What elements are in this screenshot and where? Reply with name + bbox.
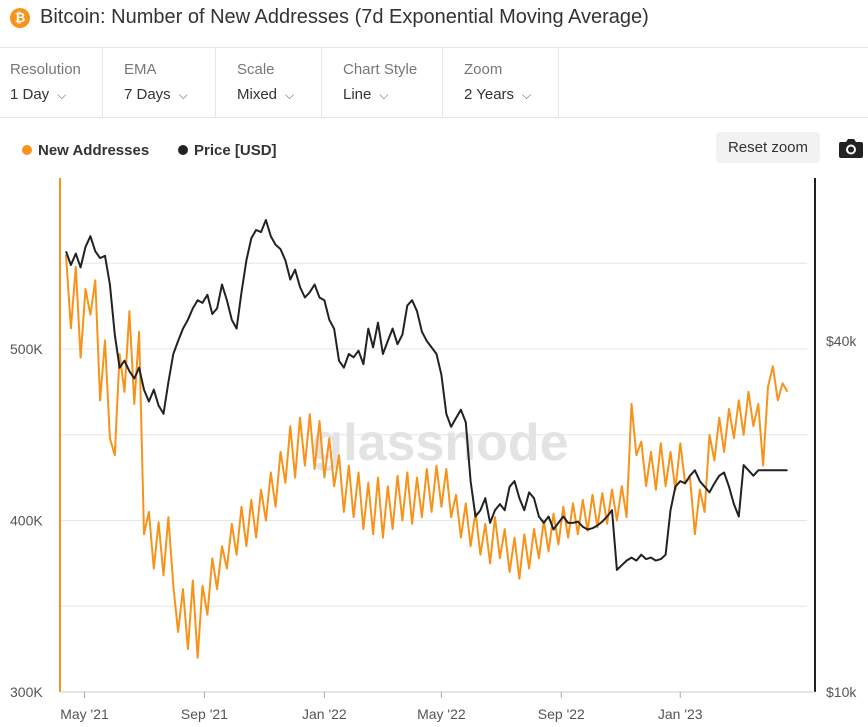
legend-item-new-addresses[interactable]: New Addresses <box>22 142 149 159</box>
ema-select[interactable]: EMA 7 Days ⌵ <box>103 48 216 117</box>
resolution-label: Resolution <box>10 61 81 78</box>
legend-item-price[interactable]: Price [USD] <box>178 142 277 159</box>
reset-zoom-button[interactable]: Reset zoom <box>716 132 820 163</box>
scale-select[interactable]: Scale Mixed ⌵ <box>216 48 322 117</box>
page-title: Bitcoin: Number of New Addresses (7d Exp… <box>40 6 649 28</box>
resolution-select[interactable]: Resolution 1 Day ⌵ <box>0 48 103 117</box>
chart-style-value[interactable]: Line ⌵ <box>343 86 388 103</box>
black-dot-icon <box>178 145 188 155</box>
y-left-tick-label: 400K <box>10 513 43 529</box>
x-tick-label: May '21 <box>60 706 109 722</box>
orange-dot-icon <box>22 145 32 155</box>
series-price-line <box>65 219 788 571</box>
x-tick-label: Jan '22 <box>302 706 347 722</box>
axes-group: 500K 400K 300K $40k $10k May '21 Sep '21 Jan '2… <box>10 178 857 722</box>
x-tick-label: Sep '21 <box>181 706 228 722</box>
chevron-down-icon: ⌵ <box>178 88 188 102</box>
scale-label: Scale <box>237 61 275 78</box>
camera-icon[interactable] <box>838 137 864 159</box>
ema-value-text: 7 Days <box>124 86 171 103</box>
y-right-tick-label: $40k <box>826 333 857 349</box>
y-right-tick-label: $10k <box>826 684 857 700</box>
resolution-value-text: 1 Day <box>10 86 50 103</box>
y-left-tick-label: 300K <box>10 684 43 700</box>
page-header: ₿ Bitcoin: Number of New Addresses (7d E… <box>0 0 868 48</box>
series-group <box>65 219 789 659</box>
chevron-down-icon: ⌵ <box>522 88 532 102</box>
scale-value[interactable]: Mixed ⌵ <box>237 86 294 103</box>
legend-price-label: Price [USD] <box>194 142 277 159</box>
scale-value-text: Mixed <box>237 86 278 103</box>
gridlines <box>60 262 807 693</box>
zoom-value[interactable]: 2 Years ⌵ <box>464 86 531 103</box>
chart-area: glassnode 500K 400K 300K $40k $10k May '21 Sep… <box>10 178 857 722</box>
zoom-value-text: 2 Years <box>464 86 515 103</box>
chart-style-label: Chart Style <box>343 61 418 78</box>
series-new-addresses-line <box>65 254 789 659</box>
x-tick-label: Sep '22 <box>538 706 585 722</box>
bitcoin-icon: ₿ <box>10 8 30 28</box>
watermark: glassnode <box>311 414 568 472</box>
chevron-down-icon: ⌵ <box>57 88 67 102</box>
chevron-down-icon: ⌵ <box>379 88 389 102</box>
chart-controls: Resolution 1 Day ⌵ EMA 7 Days ⌵ Scale Mixe… <box>0 48 868 118</box>
legend-new-addresses-label: New Addresses <box>38 142 150 159</box>
resolution-value[interactable]: 1 Day ⌵ <box>10 86 66 103</box>
chevron-down-icon: ⌵ <box>285 88 295 102</box>
zoom-label: Zoom <box>464 61 503 78</box>
ema-value[interactable]: 7 Days ⌵ <box>124 86 188 103</box>
x-tick-label: May '22 <box>417 706 466 722</box>
y-left-tick-label: 500K <box>10 341 43 357</box>
ema-label: EMA <box>124 61 157 78</box>
zoom-select[interactable]: Zoom 2 Years ⌵ <box>443 48 559 117</box>
x-tick-label: Jan '23 <box>658 706 703 722</box>
chart-style-select[interactable]: Chart Style Line ⌵ <box>322 48 443 117</box>
chart-style-value-text: Line <box>343 86 372 103</box>
